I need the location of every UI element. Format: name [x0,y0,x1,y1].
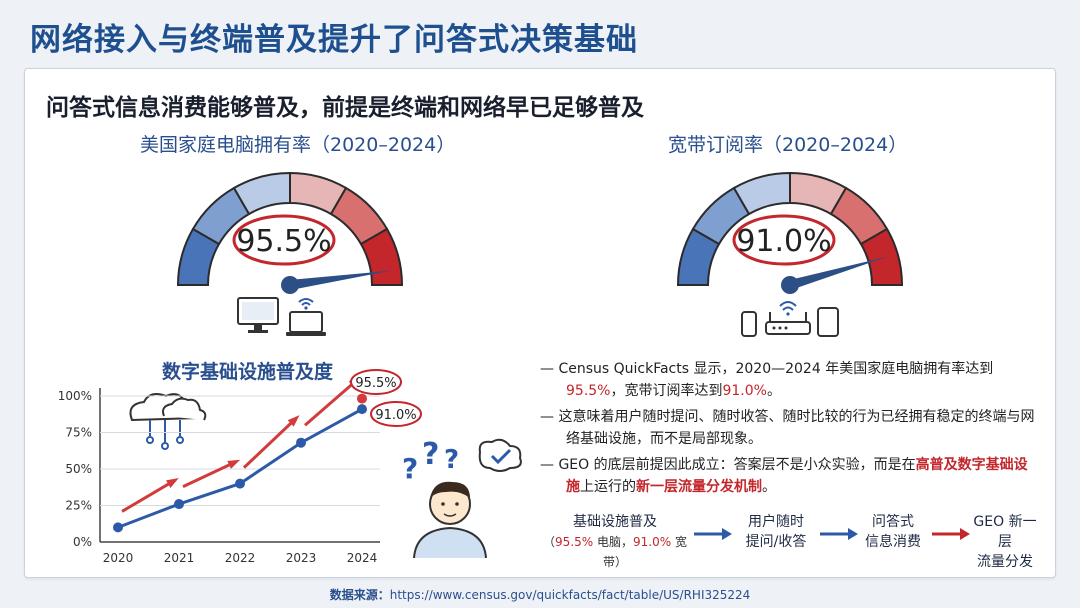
flow-step-label: 提问/收答 [745,534,807,550]
source-url: https://www.census.gov/quickfacts/fact/t… [389,588,751,602]
gauge-title-computer: 美国家庭电脑拥有率（2020–2024） [140,134,456,156]
flow-step-label: 信息消费 [865,534,921,550]
gauge-broadband: 91.0% [676,171,904,294]
flow-step-label: 问答式 [872,514,914,530]
bullet-text: 上运行的 [580,479,636,495]
svg-text:?: ? [402,452,418,485]
gauge-title-broadband: 宽带订阅率（2020–2024） [668,134,908,156]
x-tick-label: 2021 [164,551,195,565]
bullet-geo: — GEO 的底层前提因此成立：答案层不是小众实验，而是在高普及数字基础设施上运… [540,454,1040,498]
series-point [174,499,184,510]
gauge-computer: 95.5% [176,171,404,294]
flow-step-qa: 问答式 信息消费 [858,512,928,552]
annotation-label: 95.5% [355,376,396,391]
highlight-infrastructure: 高普及数字基础设施 [566,457,1028,495]
trend-arrow-head [166,478,179,488]
flow-step-label: GEO 新一层 [973,514,1037,550]
gauge-needle [289,270,391,290]
gauge-hub [781,276,799,294]
gauge-value-ring [232,214,336,266]
gauge-needle [788,256,888,290]
x-tick-label: 2020 [103,551,134,565]
flow-sub-text: 宽带） [602,535,687,569]
line-chart: 0% 25% 50% 75% 100% 2020 2021 2022 2023 2024 95.5%… [58,369,422,565]
y-tick-label: 100% [58,389,92,403]
flow-step-label: 基础设施普及 [573,514,657,530]
flow-step-label: 用户随时 [748,514,804,530]
series-point [235,478,245,489]
trend-arrow [242,420,295,469]
flow-step-sub: （95.5% 电脑，91.0% 宽带） [540,532,690,572]
source-label: 数据来源： [329,588,390,602]
annotation-label: 91.0% [375,408,416,423]
bullet-text: ，宽带订阅率达到 [610,383,723,399]
flow-computer-value: 95.5% [555,535,594,549]
y-tick-label: 50% [65,462,92,476]
phone-router-tablet-icon [741,301,839,337]
highlight-mechanism: 新一层流量分发机制 [636,479,762,495]
bullet-meaning: — 这意味着用户随时提问、随时收答、随时比较的行为已经拥有稳定的终端与网络基础设… [540,409,1035,447]
gauge-segment [859,227,904,286]
trend-arrow [182,462,233,488]
y-tick-label: 0% [73,535,92,549]
page-title: 网络接入与终端普及提升了问答式决策基础 [30,22,638,58]
gauge-segment [359,227,404,286]
series-point [113,522,123,533]
gauge-value-label: 91.0% [736,224,831,259]
bullet-text: 。 [766,383,781,399]
gauge-value-ring [732,214,836,266]
arrow-right-red-icon [932,528,970,540]
computer-rate-value: 95.5% [566,383,611,399]
bullet-text: — GEO 的底层前提因此成立：答案层不是小众实验，而是在 [540,457,916,473]
gauge-hub [281,276,299,294]
flow-broadband-value: 91.0% [633,535,672,549]
x-tick-label: 2024 [347,551,378,565]
flow-sub-text: （ [543,535,556,549]
bullet-text: — Census QuickFacts 显示，2020—2024 年美国家庭电脑… [540,361,994,377]
series-line [117,407,363,529]
series-point-red [357,393,367,404]
x-tick-label: 2022 [225,551,256,565]
bullet-text: 。 [762,479,776,495]
broadband-rate-value: 91.0% [722,383,767,399]
flow-step-label: 流量分发 [977,554,1033,570]
annotation-ring [350,369,402,395]
subtitle: 问答式信息消费能够普及，前提是终端和网络早已足够普及 [46,95,644,121]
trend-arrow [121,481,172,513]
content-panel [24,68,1056,578]
flow-step-infrastructure: 基础设施普及 （95.5% 电脑，91.0% 宽带） [540,512,690,572]
gauge-value-label: 95.5% [236,224,331,259]
y-tick-label: 25% [65,499,92,513]
trend-arrow [304,381,355,427]
flow-step-geo: GEO 新一层 流量分发 [970,512,1040,572]
flow-sub-text: 电脑， [593,535,633,549]
svg-text:?: ? [444,445,459,475]
flow-step-user: 用户随时 提问/收答 [736,512,816,552]
chart-title: 数字基础设施普及度 [162,361,334,383]
y-tick-label: 75% [65,426,92,440]
arrow-right-icon [820,528,858,540]
svg-text:?: ? [422,437,439,472]
bullet-census: — Census QuickFacts 显示，2020—2024 年美国家庭电脑… [540,358,1040,402]
trend-arrow-head [287,415,300,427]
source-note: 数据来源：https://www.census.gov/quickfacts/f… [0,586,1080,603]
bullet-list: — Census QuickFacts 显示，2020—2024 年美国家庭电脑… [540,358,1040,502]
annotation-ring [370,401,422,427]
cloud-network-icon [129,393,207,450]
arrow-right-icon [694,528,732,540]
computer-laptop-wifi-icon [237,297,326,336]
flow-diagram: 基础设施普及 （95.5% 电脑，91.0% 宽带） 用户随时 提问/收答 问答… [540,512,1040,570]
series-point [357,404,367,415]
x-tick-label: 2023 [286,551,317,565]
series-point [296,437,306,448]
thinking-person-icon: ? ? ? [402,437,522,559]
trend-arrow-head [227,459,241,469]
